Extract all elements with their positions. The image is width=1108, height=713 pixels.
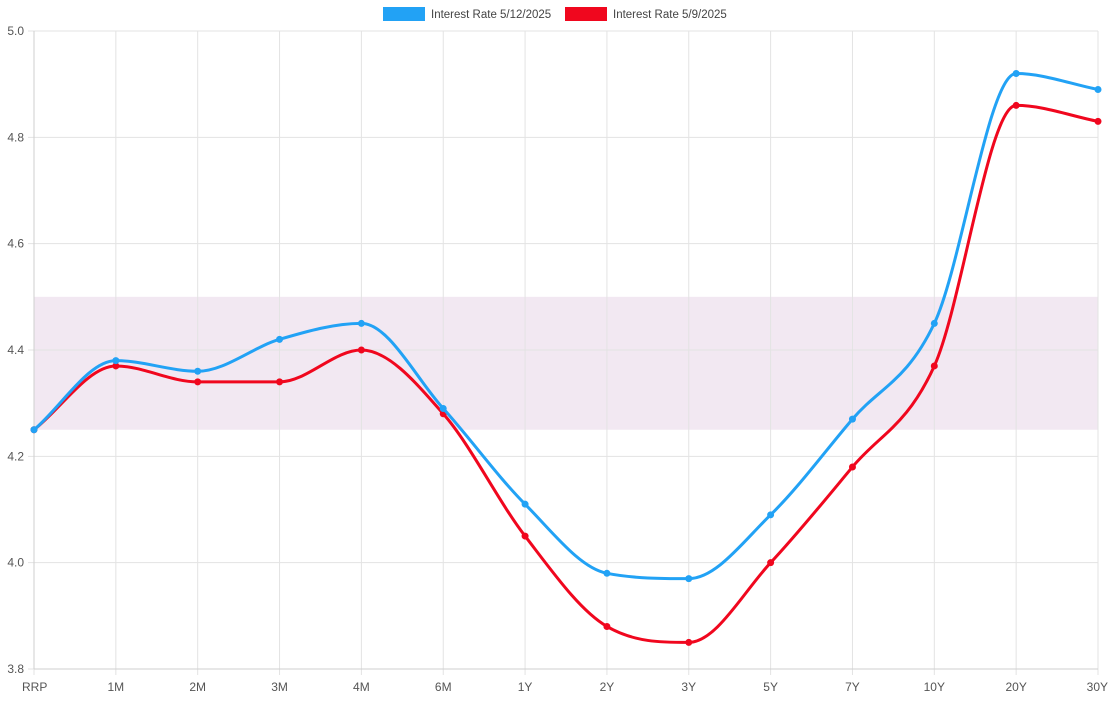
legend-label: Interest Rate 5/12/2025 (431, 9, 551, 21)
x-tick-label: 10Y (924, 680, 945, 694)
x-tick-label: 3M (271, 680, 288, 694)
x-tick-label: 7Y (845, 680, 860, 694)
x-tick-label: 5Y (763, 680, 778, 694)
data-point[interactable] (603, 622, 611, 630)
x-tick-label: 2Y (600, 680, 615, 694)
data-point[interactable] (930, 362, 938, 370)
x-tick-label: 3Y (681, 680, 696, 694)
data-point[interactable] (1012, 101, 1020, 109)
data-point[interactable] (685, 638, 693, 646)
legend-item[interactable]: Interest Rate 5/12/2025 (383, 7, 551, 21)
data-point[interactable] (848, 415, 856, 423)
data-point[interactable] (930, 319, 938, 327)
series-line (32, 72, 1100, 581)
data-point[interactable] (30, 426, 38, 434)
data-point[interactable] (1094, 117, 1102, 125)
series-line (32, 103, 1100, 644)
data-point[interactable] (767, 559, 775, 567)
data-point[interactable] (521, 532, 529, 540)
legend-swatch (383, 7, 425, 21)
data-point[interactable] (439, 404, 447, 412)
x-tick-label: 1M (108, 680, 125, 694)
data-point[interactable] (112, 362, 120, 370)
y-tick-label: 4.4 (7, 343, 24, 357)
x-tick-label: RRP (22, 680, 47, 694)
y-tick-label: 4.0 (7, 556, 24, 570)
legend-swatch (565, 7, 607, 21)
data-point[interactable] (112, 357, 120, 365)
data-point[interactable] (194, 378, 202, 386)
x-tick-label: 1Y (518, 680, 533, 694)
data-point[interactable] (767, 511, 775, 519)
data-point[interactable] (685, 575, 693, 583)
series-interest-rate-5-12-2025 (30, 70, 1102, 583)
data-point[interactable] (276, 378, 284, 386)
legend-item[interactable]: Interest Rate 5/9/2025 (565, 7, 727, 21)
x-tick-label: 2M (189, 680, 206, 694)
data-point[interactable] (357, 319, 365, 327)
data-point[interactable] (1094, 85, 1102, 93)
data-point[interactable] (357, 346, 365, 354)
x-tick-label: 30Y (1087, 680, 1108, 694)
legend-label: Interest Rate 5/9/2025 (613, 9, 727, 21)
x-tick-label: 20Y (1005, 680, 1026, 694)
data-point[interactable] (276, 335, 284, 343)
target-range-band (34, 296, 1098, 430)
x-tick-label: 4M (353, 680, 370, 694)
y-tick-label: 4.8 (7, 130, 24, 144)
data-point[interactable] (521, 500, 529, 508)
y-tick-label: 4.6 (7, 237, 24, 251)
data-point[interactable] (603, 569, 611, 577)
y-tick-label: 4.2 (7, 449, 24, 463)
series-interest-rate-5-9-2025 (30, 101, 1102, 646)
data-point[interactable] (1012, 70, 1020, 78)
y-tick-label: 3.8 (7, 662, 24, 676)
x-tick-label: 6M (435, 680, 452, 694)
data-point[interactable] (194, 367, 202, 375)
data-point[interactable] (848, 463, 856, 471)
y-tick-label: 5.0 (7, 24, 24, 38)
